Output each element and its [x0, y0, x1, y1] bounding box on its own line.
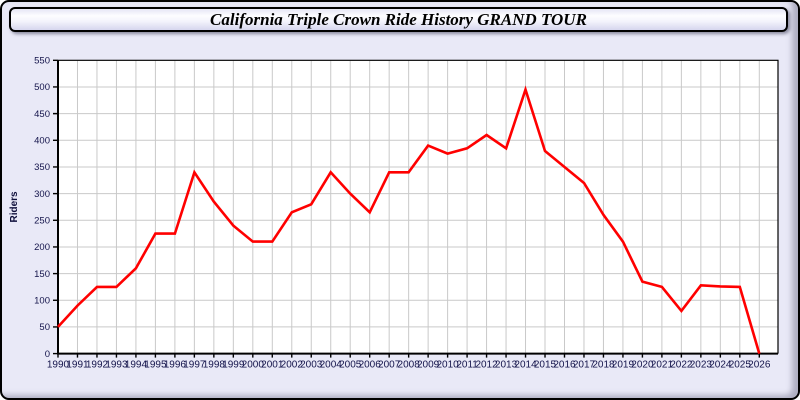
- x-tick-label: 2023: [690, 360, 713, 371]
- x-tick-label: 1994: [125, 360, 148, 371]
- y-tick-label: 350: [34, 162, 50, 173]
- x-tick-label: 2026: [748, 360, 771, 371]
- x-tick-label: 1998: [203, 360, 226, 371]
- x-tick-label: 1992: [86, 360, 109, 371]
- x-tick-label: 2020: [631, 360, 654, 371]
- x-tick-label: 2004: [320, 360, 343, 371]
- y-tick-label: 150: [34, 269, 50, 280]
- x-tick-label: 2012: [475, 360, 498, 371]
- y-tick-label: 450: [34, 109, 50, 120]
- x-tick-label: 2013: [495, 360, 518, 371]
- x-tick-label: 2003: [300, 360, 323, 371]
- x-tick-label: 2018: [592, 360, 615, 371]
- title-bar: California Triple Crown Ride History GRA…: [9, 7, 788, 32]
- y-tick-label: 550: [34, 56, 50, 67]
- x-tick-label: 2007: [378, 360, 401, 371]
- x-tick-label: 2009: [417, 360, 440, 371]
- x-tick-label: 2001: [261, 360, 284, 371]
- x-tick-label: 2016: [553, 360, 576, 371]
- x-tick-label: 1997: [183, 360, 206, 371]
- x-tick-label: 2024: [709, 360, 732, 371]
- x-tick-label: 2015: [534, 360, 557, 371]
- y-tick-label: 400: [34, 135, 50, 146]
- y-tick-label: 500: [34, 82, 50, 93]
- x-tick-label: 1990: [47, 360, 70, 371]
- x-tick-label: 2025: [729, 360, 752, 371]
- x-tick-label: 2006: [359, 360, 382, 371]
- page-title: California Triple Crown Ride History GRA…: [210, 9, 587, 29]
- plot-area: [58, 60, 778, 354]
- x-tick-label: 2008: [398, 360, 421, 371]
- x-tick-label: 2010: [436, 360, 459, 371]
- y-tick-label: 100: [34, 295, 50, 306]
- y-tick-labels: 0 50 100 150 200 250 300 350 400 450 500 550: [34, 56, 58, 360]
- x-tick-label: 2002: [281, 360, 304, 371]
- plot-frame: [58, 59, 779, 354]
- x-tick-label: 1993: [105, 360, 128, 371]
- x-tick-label: 1995: [144, 360, 167, 371]
- y-axis-title: Riders: [9, 191, 20, 223]
- x-tick-label: 2021: [651, 360, 674, 371]
- x-tick-label: 2022: [670, 360, 693, 371]
- x-tick-label: 2017: [573, 360, 596, 371]
- y-tick-label: 50: [39, 322, 50, 333]
- x-tick-label: 2011: [456, 360, 478, 371]
- y-tick-label: 200: [34, 242, 50, 253]
- x-tick-label: 2000: [242, 360, 265, 371]
- x-tick-labels: 1990199119921993199419951996199719981999…: [47, 353, 771, 371]
- x-tick-label: 2014: [514, 360, 537, 371]
- data-line-riders: [57, 85, 761, 354]
- x-tick-label: 2005: [339, 360, 362, 371]
- ride-history-chart: 0501001502002503003504004505005501990199…: [9, 56, 779, 371]
- y-tick-label: 0: [45, 349, 50, 360]
- x-tick-label: 1999: [222, 360, 245, 371]
- x-tick-label: 1991: [66, 360, 89, 371]
- x-tick-label: 1996: [164, 360, 187, 371]
- y-tick-label: 250: [34, 215, 50, 226]
- x-tick-label: 2019: [612, 360, 635, 371]
- y-tick-label: 300: [34, 189, 50, 200]
